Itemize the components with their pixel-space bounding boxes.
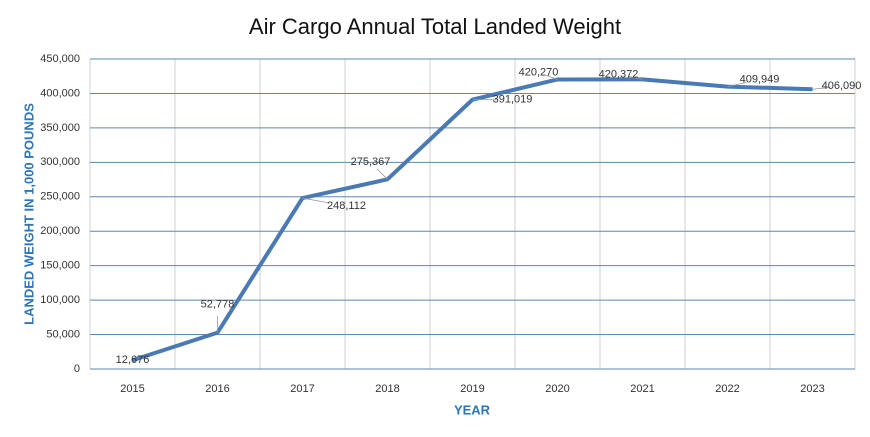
leader-line <box>812 87 830 90</box>
chart-title: Air Cargo Annual Total Landed Weight <box>249 14 621 39</box>
x-tick-label: 2020 <box>545 383 569 395</box>
y-tick-label: 250,000 <box>40 191 80 203</box>
y-tick-label: 400,000 <box>40 87 80 99</box>
data-label: 406,090 <box>822 80 862 92</box>
y-tick-label: 300,000 <box>40 156 80 168</box>
data-label: 12,676 <box>116 354 150 366</box>
y-tick-label: 450,000 <box>40 53 80 65</box>
y-tick-label: 100,000 <box>40 294 80 306</box>
x-tick-label: 2022 <box>715 383 739 395</box>
x-tick-label: 2015 <box>120 383 144 395</box>
data-label: 248,112 <box>327 200 366 212</box>
y-tick-label: 200,000 <box>40 225 80 237</box>
y-tick-label: 0 <box>74 363 80 375</box>
x-tick-label: 2019 <box>460 383 484 395</box>
x-tick-label: 2016 <box>205 383 229 395</box>
data-label: 409,949 <box>740 73 780 85</box>
data-label: 420,372 <box>599 68 639 80</box>
x-axis-title: YEAR <box>454 402 491 417</box>
data-label: 420,270 <box>519 66 559 78</box>
x-tick-label: 2023 <box>800 383 824 395</box>
y-tick-label: 350,000 <box>40 122 80 134</box>
y-tick-label: 50,000 <box>46 328 80 340</box>
data-label: 391,019 <box>493 94 533 106</box>
x-tick-label: 2017 <box>290 383 314 395</box>
data-label: 275,367 <box>351 156 391 168</box>
x-tick-label: 2018 <box>375 383 399 395</box>
x-tick-label: 2021 <box>630 383 654 395</box>
leader-line <box>545 74 558 80</box>
data-line <box>131 77 813 363</box>
leader-line <box>302 197 329 204</box>
data-label: 52,778 <box>201 299 235 311</box>
leader-line <box>377 168 388 180</box>
y-axis-title: LANDED WEIGHT IN 1,000 POUNDS <box>21 103 36 325</box>
leader-line <box>628 76 643 80</box>
leader-line <box>727 81 747 87</box>
y-tick-label: 150,000 <box>40 260 80 272</box>
